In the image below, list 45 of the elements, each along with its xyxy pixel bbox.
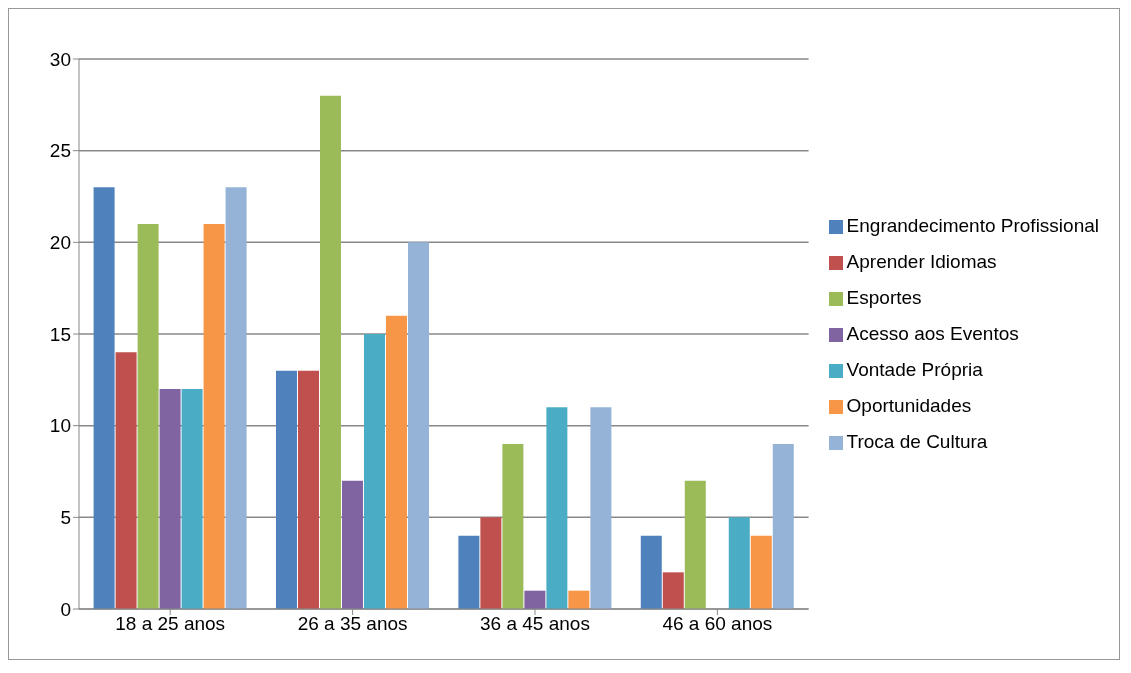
bar bbox=[750, 535, 772, 609]
legend-label: Vontade Própria bbox=[846, 359, 983, 380]
y-tick-label: 15 bbox=[49, 323, 71, 345]
y-tick-label: 30 bbox=[49, 48, 71, 70]
bar bbox=[524, 590, 546, 609]
bar bbox=[546, 407, 568, 609]
bar bbox=[728, 517, 750, 609]
legend-label: Esportes bbox=[846, 287, 922, 308]
bar bbox=[297, 370, 319, 609]
y-tick-label: 10 bbox=[49, 415, 71, 437]
y-tick-label: 0 bbox=[60, 598, 71, 620]
bar bbox=[225, 187, 247, 609]
bar bbox=[137, 224, 159, 609]
x-tick-label: 26 a 35 anos bbox=[297, 613, 408, 635]
bar bbox=[115, 352, 137, 609]
x-tick-label: 46 a 60 anos bbox=[662, 613, 773, 635]
bar bbox=[662, 572, 684, 609]
bar bbox=[568, 590, 590, 609]
bar bbox=[385, 315, 407, 609]
bar bbox=[159, 389, 181, 609]
bar bbox=[275, 370, 297, 609]
y-tick-label: 5 bbox=[60, 507, 71, 529]
bar bbox=[590, 407, 612, 609]
bar bbox=[458, 535, 480, 609]
y-tick-label: 20 bbox=[49, 232, 71, 254]
legend-label: Acesso aos Eventos bbox=[846, 323, 1019, 344]
bar bbox=[319, 95, 341, 609]
bar bbox=[363, 334, 385, 609]
legend-label: Oportunidades bbox=[846, 395, 972, 416]
bar bbox=[684, 480, 706, 609]
bar bbox=[502, 444, 524, 609]
legend-label: Engrandecimento Profissional bbox=[846, 215, 1099, 236]
legend-label: Troca de Cultura bbox=[846, 431, 988, 452]
y-tick-label: 25 bbox=[49, 140, 71, 162]
bar bbox=[407, 242, 429, 609]
bar bbox=[640, 535, 662, 609]
x-tick-label: 18 a 25 anos bbox=[115, 613, 226, 635]
legend-label: Aprender Idiomas bbox=[846, 251, 997, 272]
bar bbox=[341, 480, 363, 609]
bar bbox=[181, 389, 203, 609]
bar bbox=[203, 224, 225, 609]
x-tick-label: 36 a 45 anos bbox=[480, 613, 590, 635]
bar bbox=[93, 187, 115, 609]
bar bbox=[772, 444, 794, 609]
bar bbox=[480, 517, 502, 609]
